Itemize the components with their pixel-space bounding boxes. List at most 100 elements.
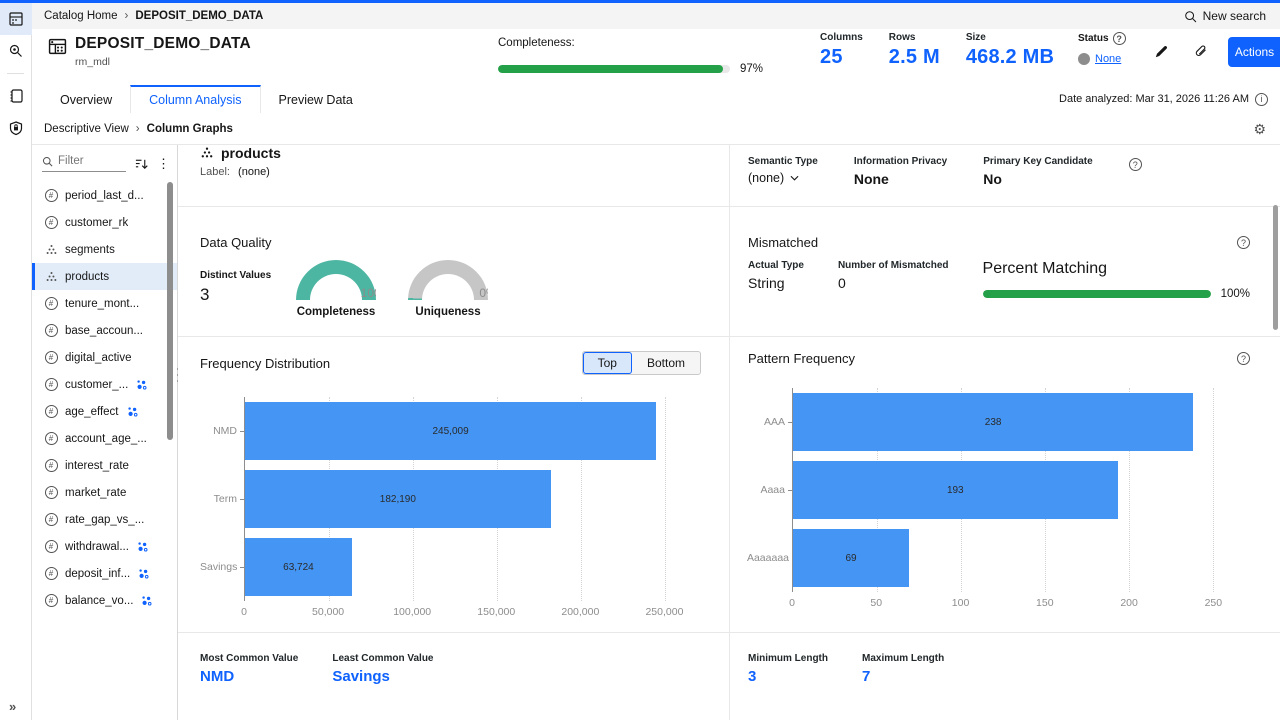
column-meta-section: Semantic Type (none) Information Privacy…	[729, 145, 1280, 207]
sidebar-item-customer_[interactable]: # customer_...	[32, 371, 177, 398]
edit-pencil-icon[interactable]	[1154, 44, 1169, 59]
sidebar-item-segments[interactable]: segments	[32, 236, 177, 263]
sort-icon[interactable]	[134, 157, 149, 171]
x-axis-ticks: 0 50 100 150 200 250	[789, 597, 1223, 609]
bar-value-label: 245,009	[432, 425, 469, 437]
mismatched-help-icon[interactable]: ?	[1237, 236, 1250, 249]
page-scrollbar-thumb[interactable]	[1273, 205, 1278, 330]
primary-key-group: Primary Key Candidate No	[983, 156, 1093, 187]
sidebar-item-label: base_accoun...	[65, 324, 144, 337]
status-dot	[1078, 53, 1090, 65]
sidebar-item-interest_rate[interactable]: # interest_rate	[32, 452, 177, 479]
bar-Savings[interactable]: 63,724	[245, 538, 352, 596]
column-analysis-content: products Label: (none) Semantic Type (no…	[178, 145, 1280, 720]
sidebar-item-balance_vo[interactable]: # balance_vo...	[32, 587, 177, 614]
most-common-value-group: Most Common Value NMD	[200, 653, 299, 685]
status-help-icon[interactable]: ?	[1112, 32, 1126, 45]
numeric-type-icon: #	[44, 297, 58, 310]
toggle-bottom-button[interactable]: Bottom	[632, 352, 700, 374]
sidebar-item-deposit_inf[interactable]: # deposit_inf...	[32, 560, 177, 587]
gridline	[1129, 388, 1131, 592]
sidebar-item-label: market_rate	[65, 486, 127, 499]
view-descriptive[interactable]: Descriptive View	[44, 122, 129, 135]
numeric-type-icon: #	[44, 594, 58, 607]
sidebar-item-tenure_mont[interactable]: # tenure_mont...	[32, 290, 177, 317]
search-icon	[1184, 10, 1196, 22]
string-type-icon	[200, 146, 214, 160]
sidebar-item-account_age_[interactable]: # account_age_...	[32, 425, 177, 452]
top-bottom-toggle: Top Bottom	[581, 351, 701, 375]
numeric-type-icon: #	[44, 189, 58, 202]
expand-panel-button[interactable]: »	[9, 699, 17, 714]
sidebar-item-period_last_d[interactable]: # period_last_d...	[32, 182, 177, 209]
new-search-button[interactable]: New search	[1184, 9, 1266, 23]
tab-preview-data[interactable]: Preview Data	[278, 93, 353, 107]
category-label: Savings	[200, 533, 244, 601]
asset-header: DEPOSIT_DEMO_DATA rm_mdl Completeness: 9…	[32, 29, 1280, 85]
pattern-help-icon[interactable]: ?	[1237, 352, 1250, 365]
asset-stats: Columns 25 Rows 2.5 M Size 468.2 MB	[820, 32, 1054, 69]
length-stats-section: Minimum Length 3 Maximum Length 7	[729, 633, 1280, 720]
stat-columns: Columns 25	[820, 32, 863, 68]
sidebar-item-products[interactable]: products	[32, 263, 177, 290]
numeric-type-icon: #	[44, 405, 58, 418]
sidebar-item-market_rate[interactable]: # market_rate	[32, 479, 177, 506]
num-mismatched-group: Number of Mismatched 0	[837, 260, 949, 291]
date-analyzed-text: Date analyzed: Mar 31, 2026 11:26 AM	[1059, 93, 1249, 105]
sidebar-scrollbar-thumb[interactable]	[167, 182, 173, 440]
numeric-type-icon: #	[44, 513, 58, 526]
semantic-type-dropdown[interactable]: (none)	[748, 171, 818, 185]
bar-Aaaaaaa[interactable]: 69	[793, 529, 910, 587]
filter-input[interactable]	[58, 155, 118, 167]
pattern-frequency-section: Pattern Frequency ? AAA Aaaa Aaaaaaa 238 193…	[729, 337, 1280, 633]
uniqueness-gauge: 0% Uniqueness	[400, 260, 496, 318]
sidebar-item-base_accoun[interactable]: # base_accoun...	[32, 317, 177, 344]
category-label: Aaaaaaa	[746, 552, 789, 564]
mismatched-section: Mismatched ? Actual Type String Number o…	[729, 207, 1280, 337]
view-breadcrumb-bar: Descriptive View › Column Graphs ⚙	[32, 113, 1280, 145]
percent-matching-fill	[982, 290, 1211, 298]
sidebar-item-label: balance_vo...	[65, 594, 134, 607]
page-title: DEPOSIT_DEMO_DATA	[75, 35, 251, 52]
numeric-type-icon: #	[44, 459, 58, 472]
sidebar-item-rate_gap_vs_[interactable]: # rate_gap_vs_...	[32, 506, 177, 533]
notebook-nav-icon[interactable]	[0, 80, 32, 112]
tab-column-analysis[interactable]: Column Analysis	[130, 85, 261, 113]
link-paperclip-icon[interactable]	[1193, 44, 1208, 59]
actions-button[interactable]: Actions	[1228, 37, 1280, 67]
toggle-top-button[interactable]: Top	[582, 352, 632, 374]
sidebar-item-digital_active[interactable]: # digital_active	[32, 344, 177, 371]
stat-size: Size 468.2 MB	[965, 32, 1055, 68]
sidebar-item-age_effect[interactable]: # age_effect	[32, 398, 177, 425]
view-breadcrumb-separator: ›	[135, 122, 140, 135]
category-label: Term	[200, 465, 244, 533]
column-meta-help-icon[interactable]: ?	[1128, 158, 1142, 171]
bar-AAA[interactable]: 238	[793, 393, 1194, 451]
sidebar-item-withdrawal[interactable]: # withdrawal...	[32, 533, 177, 560]
column-list: # period_last_d... # customer_rk segments pro…	[32, 182, 177, 614]
column-list-panel: ⋮ # period_last_d... # customer_rk segments p…	[32, 145, 178, 720]
schema-subtitle: rm_mdl	[75, 56, 111, 68]
status-value-link[interactable]: None	[1095, 53, 1122, 65]
date-analyzed-info-icon[interactable]: i	[1255, 92, 1268, 106]
bar-NMD[interactable]: 245,009	[245, 402, 657, 460]
top-accent-strip	[0, 0, 1280, 3]
sidebar-item-customer_rk[interactable]: # customer_rk	[32, 209, 177, 236]
metadata-search-icon[interactable]	[0, 35, 32, 67]
breadcrumb-separator: ›	[124, 10, 129, 22]
catalog-nav-icon[interactable]	[0, 3, 32, 35]
sidebar-item-label: tenure_mont...	[65, 297, 140, 310]
tab-overview[interactable]: Overview	[60, 93, 113, 107]
frequency-title: Frequency Distribution	[200, 355, 331, 371]
sidebar-item-label: rate_gap_vs_...	[65, 513, 145, 526]
ai-inferred-icon	[138, 568, 149, 579]
sidebar-item-label: age_effect	[65, 405, 119, 418]
percent-matching-value: 100%	[1220, 288, 1250, 300]
bar-value-label: 69	[845, 552, 857, 564]
breadcrumb-catalog-home[interactable]: Catalog Home	[44, 10, 118, 22]
settings-gear-icon[interactable]: ⚙	[1253, 120, 1266, 137]
bar-Term[interactable]: 182,190	[245, 470, 551, 528]
governance-shield-icon[interactable]	[0, 112, 32, 144]
overflow-menu-icon[interactable]: ⋮	[157, 156, 170, 171]
bar-Aaaa[interactable]: 193	[793, 461, 1118, 519]
